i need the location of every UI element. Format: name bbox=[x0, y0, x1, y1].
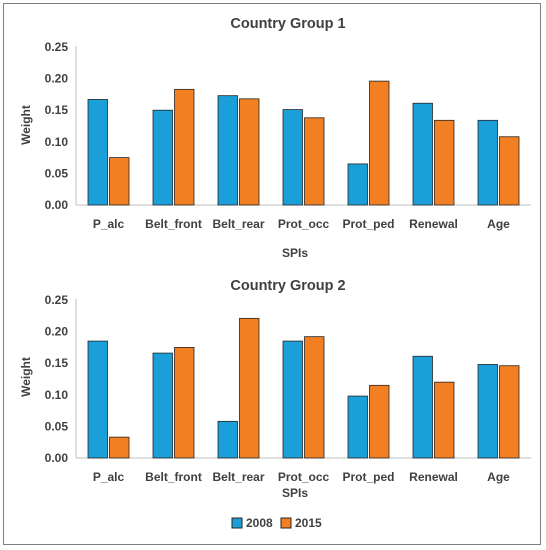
x-tick-label: P_alc bbox=[93, 217, 125, 231]
y-tick-label: 0.25 bbox=[45, 40, 69, 54]
x-tick-label: Prot_ped bbox=[342, 470, 394, 484]
x-tick-label: Prot_occ bbox=[278, 217, 330, 231]
chart-2-ylabel: Weight bbox=[19, 357, 33, 397]
x-tick-label: Renewal bbox=[409, 470, 458, 484]
bar-2008-belt-front bbox=[152, 109, 173, 206]
y-tick-label: 0.15 bbox=[45, 356, 69, 370]
bar-2015-belt-rear bbox=[239, 317, 260, 459]
bar-2015-belt-front bbox=[174, 346, 195, 459]
bar-2008-p-alc bbox=[87, 99, 108, 206]
y-tick-label: 0.05 bbox=[45, 166, 69, 180]
bar-2008-prot-ped bbox=[347, 163, 368, 206]
x-tick-label: Age bbox=[487, 470, 510, 484]
x-tick-label: Prot_occ bbox=[278, 470, 330, 484]
bar-2015-belt-rear bbox=[239, 98, 260, 206]
x-tick-label: Belt_front bbox=[145, 470, 202, 484]
bar-2008-belt-rear bbox=[217, 420, 238, 459]
bar-2015-renewal bbox=[434, 119, 455, 206]
chart-2-plot: 0.00 0.05 0.10 0.15 0.20 0.25 P_alc Belt_front B… bbox=[45, 293, 531, 484]
chart-1-title: Country Group 1 bbox=[230, 16, 345, 32]
y-tick-label: 0.10 bbox=[45, 135, 69, 149]
bar-2015-belt-front bbox=[174, 88, 195, 206]
bar-2008-belt-rear bbox=[217, 95, 238, 206]
x-tick-label: Belt_rear bbox=[212, 470, 264, 484]
y-tick-label: 0.20 bbox=[45, 72, 69, 86]
legend-label-2015: 2015 bbox=[295, 516, 322, 530]
bar-2015-renewal bbox=[434, 381, 455, 459]
y-tick-label: 0.00 bbox=[45, 451, 69, 465]
y-tick-label: 0.10 bbox=[45, 388, 69, 402]
legend-swatch-2008 bbox=[231, 517, 243, 529]
bar-2008-prot-occ bbox=[282, 109, 303, 206]
x-tick-label: Prot_ped bbox=[342, 217, 394, 231]
bar-2015-prot-occ bbox=[304, 336, 325, 459]
chart-1-ylabel: Weight bbox=[19, 105, 33, 145]
bar-2015-prot-ped bbox=[369, 80, 390, 206]
bar-2008-p-alc bbox=[87, 340, 108, 459]
bar-2008-age bbox=[477, 364, 498, 459]
bar-2008-prot-ped bbox=[347, 395, 368, 459]
legend-label-2008: 2008 bbox=[246, 516, 273, 530]
y-tick-label: 0.20 bbox=[45, 325, 69, 339]
legend: 2008 2015 bbox=[231, 516, 322, 530]
bar-2015-prot-occ bbox=[304, 117, 325, 206]
x-tick-label: Belt_rear bbox=[212, 217, 264, 231]
chart-2-title: Country Group 2 bbox=[230, 278, 345, 294]
y-tick-label: 0.00 bbox=[45, 198, 69, 212]
y-tick-label: 0.05 bbox=[45, 419, 69, 433]
chart-1-xlabel: SPIs bbox=[282, 246, 308, 260]
chart-2-xlabel: SPIs bbox=[282, 486, 308, 500]
bar-2008-renewal bbox=[412, 355, 433, 459]
bar-2008-prot-occ bbox=[282, 340, 303, 459]
y-tick-label: 0.15 bbox=[45, 103, 69, 117]
bar-2015-p-alc bbox=[109, 157, 130, 206]
x-tick-label: Renewal bbox=[409, 217, 458, 231]
bar-2015-p-alc bbox=[109, 436, 130, 459]
bar-2015-age bbox=[499, 136, 520, 206]
bar-2008-age bbox=[477, 119, 498, 206]
bar-2008-belt-front bbox=[152, 352, 173, 459]
chart-1-plot: 0.00 0.05 0.10 0.15 0.20 0.25 P_alc Belt_front B… bbox=[45, 40, 531, 231]
x-tick-label: Age bbox=[487, 217, 510, 231]
x-tick-label: Belt_front bbox=[145, 217, 202, 231]
legend-swatch-2015 bbox=[280, 517, 292, 529]
bar-2015-age bbox=[499, 365, 520, 459]
x-tick-label: P_alc bbox=[93, 470, 125, 484]
bar-2008-renewal bbox=[412, 102, 433, 206]
y-tick-label: 0.25 bbox=[45, 293, 69, 307]
bar-2015-prot-ped bbox=[369, 384, 390, 459]
